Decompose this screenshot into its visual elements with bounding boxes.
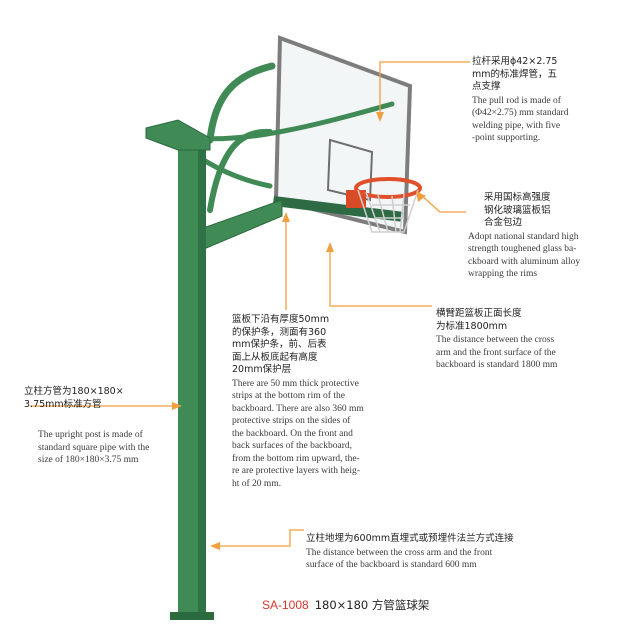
rim xyxy=(354,177,422,199)
note-buried-post-en: The distance between the cross arm and t… xyxy=(306,547,493,571)
note-backboard-glass: 采用国标高强度 钢化玻璃篮板铝 合金包边 Adopt national stan… xyxy=(468,192,636,281)
leader-glass-arrow xyxy=(416,191,426,202)
note-upright-post-en: The upright post is made of standard squ… xyxy=(38,430,150,465)
leader-pull-rod-arrow xyxy=(376,112,384,122)
pull-rod-upper xyxy=(206,62,276,144)
leader-lines xyxy=(30,61,470,550)
product-name: 180×180 方管篮球架 xyxy=(314,598,430,612)
note-pull-rod-en: The pull rod is made of (Φ42×2.75) mm st… xyxy=(472,95,569,144)
note-pull-rod: 拉杆采用ϕ42×2.75 mm的标准焊管，五 点支撑 The pull rod … xyxy=(472,56,632,145)
leader-protective-arrow xyxy=(282,212,290,222)
hoop xyxy=(346,177,422,233)
backboard-target-square xyxy=(326,138,374,202)
pull-rod-lower xyxy=(207,128,273,213)
net xyxy=(357,189,419,233)
leader-glass xyxy=(421,195,466,213)
backboard-glass xyxy=(273,35,413,235)
note-buried-post-zh: 立柱地埋为600mm直埋式或预埋件法兰方式连接 xyxy=(306,533,514,544)
note-protective-strip: 篮板下沿有厚度50mm 的保护条，测面有360 mm保护条，前、后表 面上从板底… xyxy=(232,314,382,490)
note-upright-post: 立柱方管为180×180× 3.75mm标准方管 The upright pos… xyxy=(24,386,184,467)
note-arm-distance-en: The distance between the cross arm and t… xyxy=(436,335,558,370)
leader-arm-distance xyxy=(329,246,432,307)
leader-arm-distance-arrow xyxy=(326,242,334,252)
note-arm-distance-zh: 横臂距篮板正面长度 为标准1800mm xyxy=(436,308,522,332)
note-upright-post-zh: 立柱方管为180×180× 3.75mm标准方管 xyxy=(24,386,124,410)
note-protective-strip-en: There are 50 mm thick protective strips … xyxy=(232,378,364,489)
note-backboard-glass-zh: 采用国标高强度 钢化玻璃篮板铝 合金包边 xyxy=(484,192,551,228)
post-shade xyxy=(198,150,206,618)
note-pull-rod-zh: 拉杆采用ϕ42×2.75 mm的标准焊管，五 点支撑 xyxy=(472,56,558,92)
post-cap xyxy=(145,119,211,151)
product-model: SA-1008 xyxy=(262,598,309,612)
note-backboard-glass-en: Adopt national standard high strength to… xyxy=(468,231,581,280)
note-protective-strip-zh: 篮板下沿有厚度50mm 的保护条，测面有360 mm保护条，前、后表 面上从板底… xyxy=(232,314,330,375)
note-buried-post: 立柱地埋为600mm直埋式或预埋件法兰方式连接 The distance bet… xyxy=(306,533,606,572)
backboard xyxy=(272,35,413,235)
leader-buried-arrow xyxy=(210,542,220,550)
product-caption: SA-1008 180×180 方管篮球架 xyxy=(262,597,429,613)
post-base xyxy=(170,612,214,620)
leader-buried xyxy=(214,529,304,547)
upright-post xyxy=(145,119,214,620)
leader-pull-rod xyxy=(379,61,470,118)
note-arm-distance: 横臂距篮板正面长度 为标准1800mm The distance between… xyxy=(436,308,632,372)
leader-upright-arrow xyxy=(172,402,182,410)
backboard-bottom-pad xyxy=(272,196,404,222)
